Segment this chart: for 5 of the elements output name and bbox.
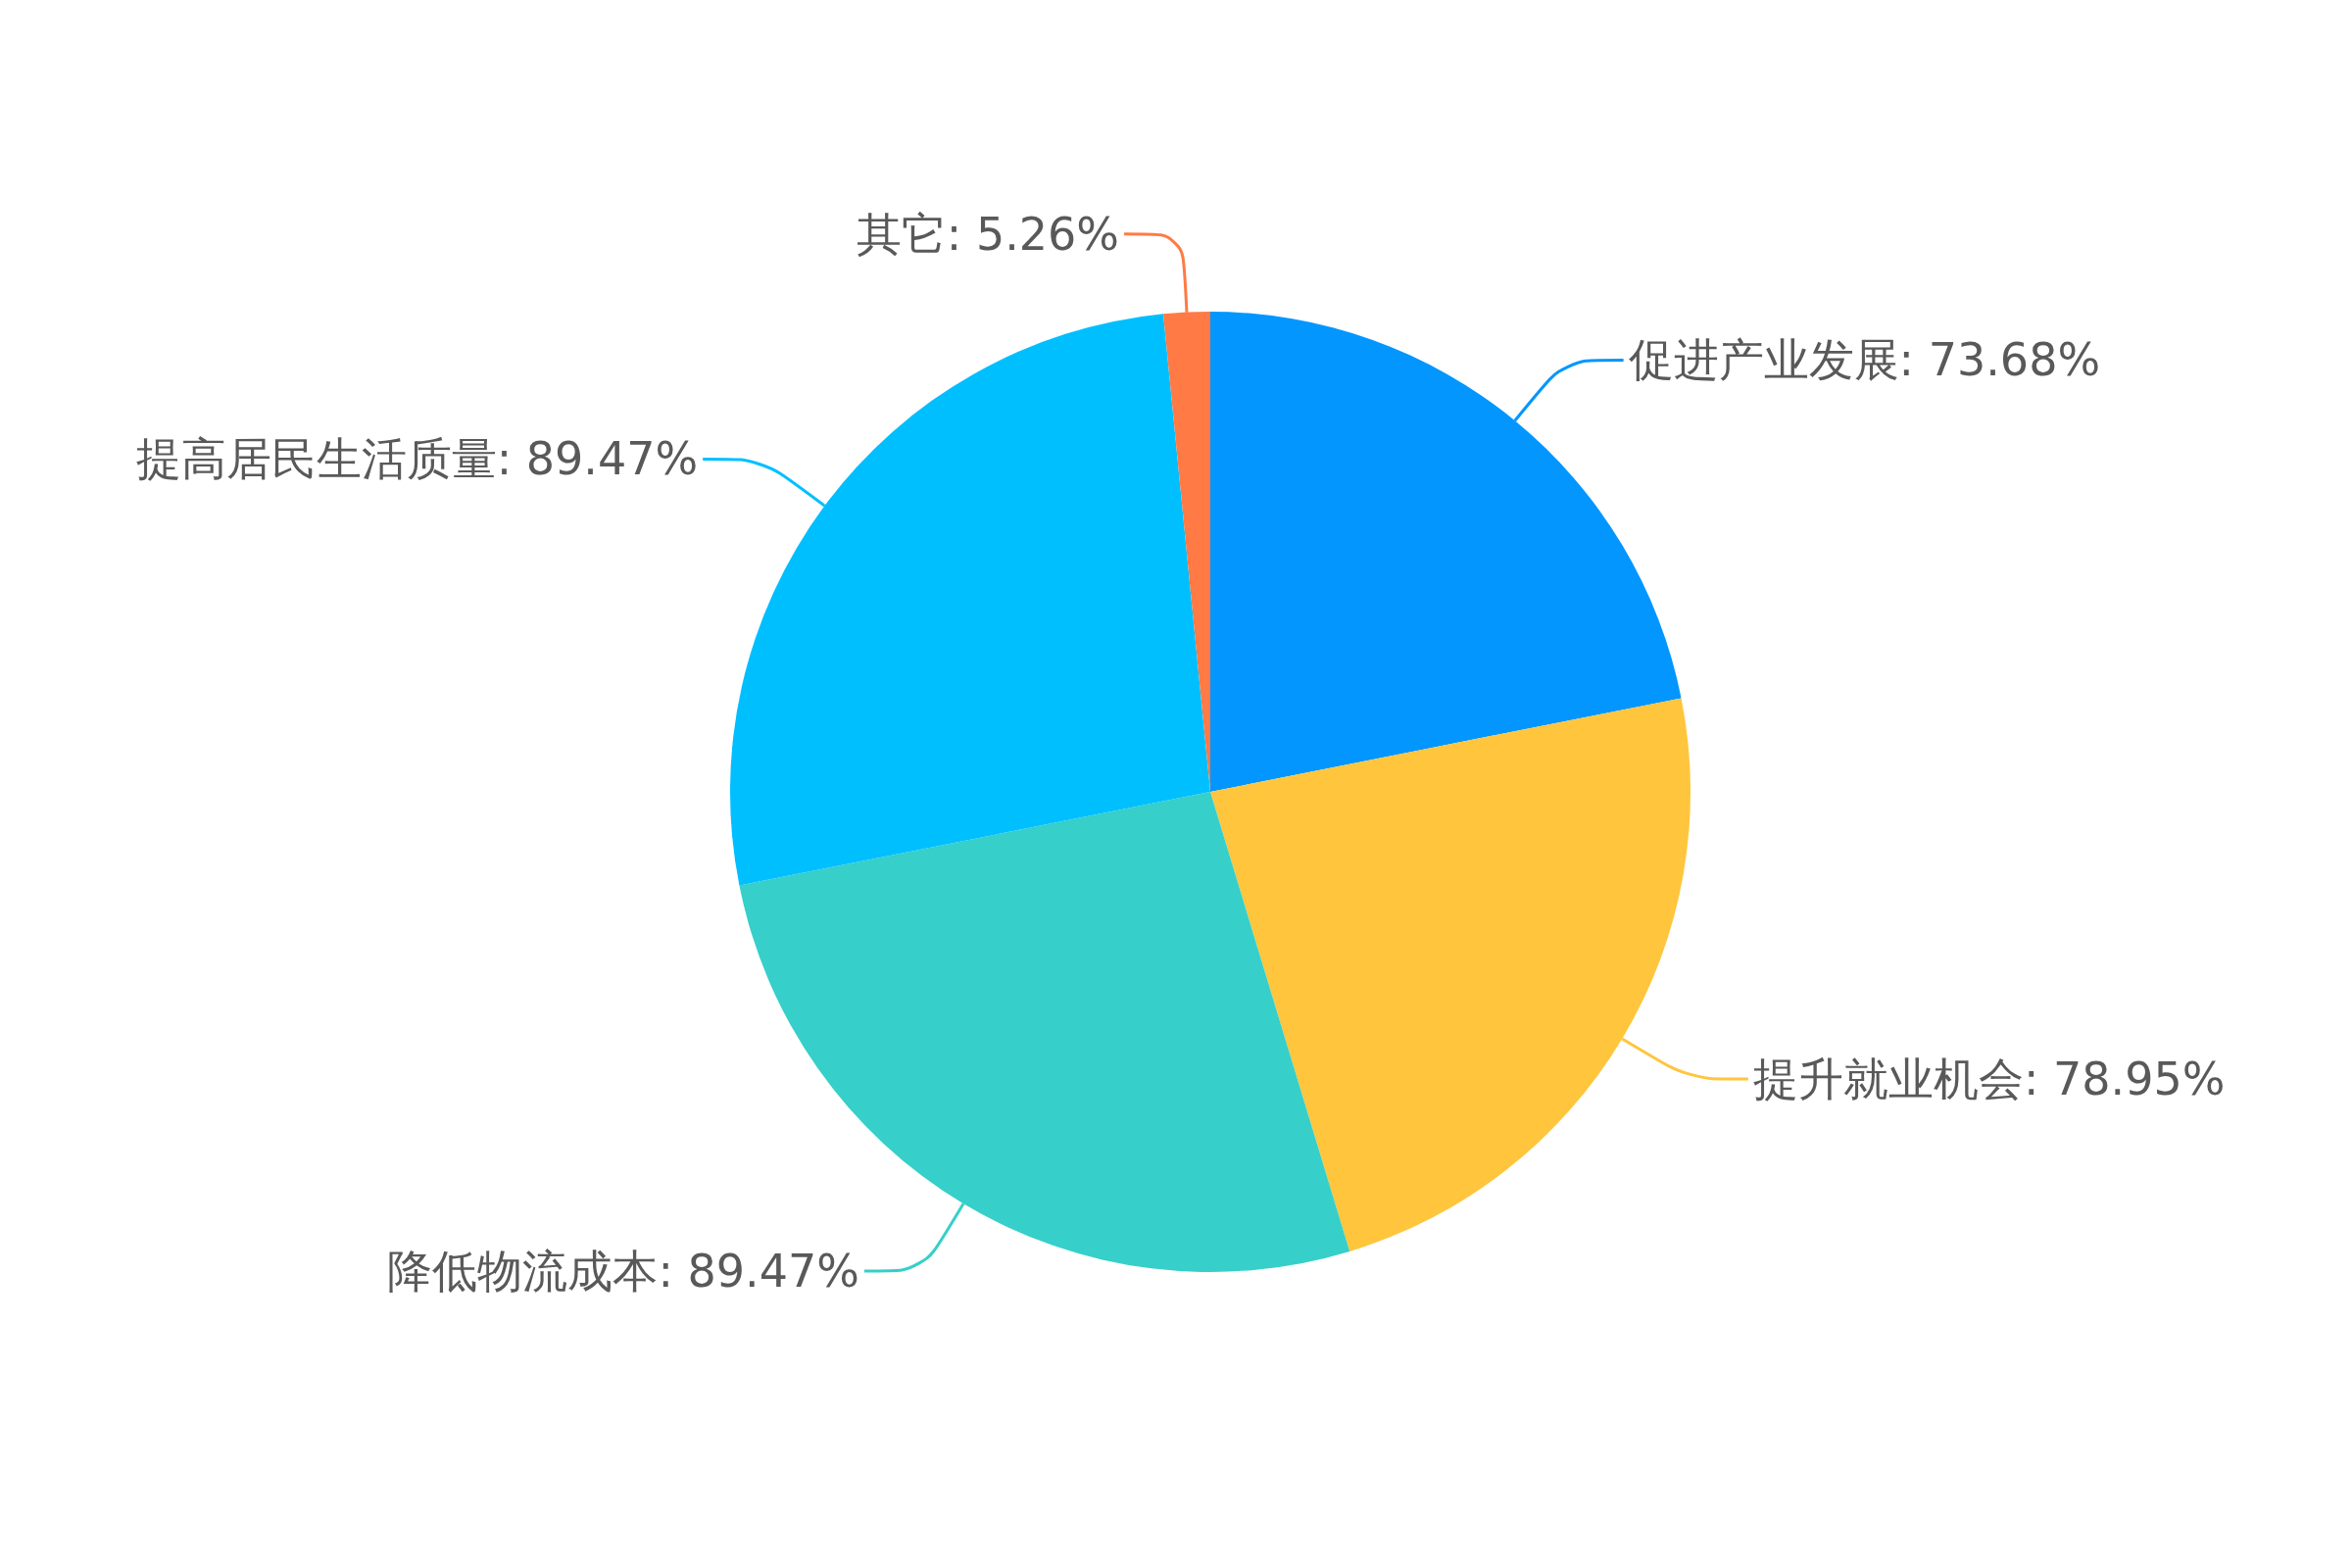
- slice-label: 提高居民生活质量: 89.47%: [135, 432, 699, 486]
- slice-label: 提升就业机会: 78.95%: [1752, 1053, 2226, 1106]
- slice-label: 其它: 5.26%: [856, 207, 1120, 261]
- slice-label: 降低物流成本: 89.47%: [387, 1244, 859, 1298]
- slice-label: 促进产业发展: 73.68%: [1628, 333, 2101, 387]
